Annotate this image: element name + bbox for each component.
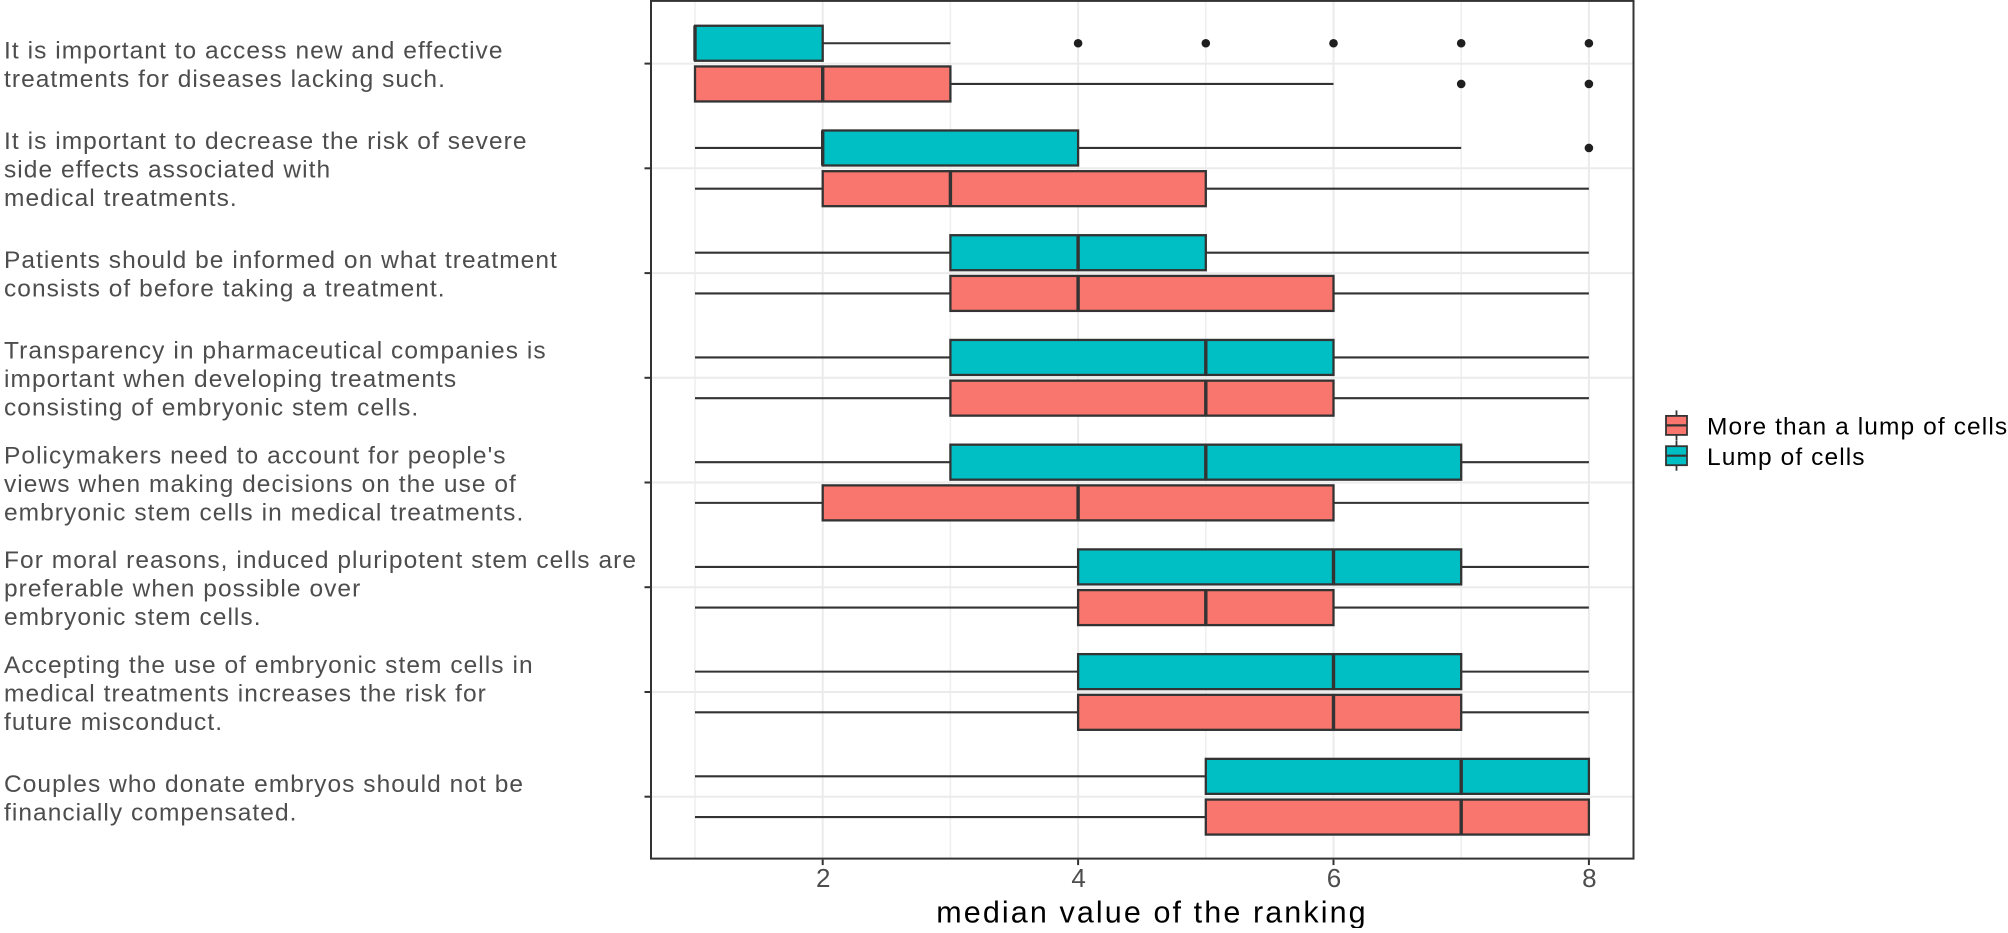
svg-text:preferable when possible over: preferable when possible over: [4, 576, 361, 603]
svg-text:embryonic stem cells.: embryonic stem cells.: [4, 604, 262, 631]
svg-text:consists of before taking a tr: consists of before taking a treatment.: [4, 276, 446, 303]
svg-text:Policymakers need to account f: Policymakers need to account for people'…: [4, 442, 507, 469]
svg-text:It is important to access new: It is important to access new and effect…: [4, 38, 504, 65]
svg-text:medical treatments.: medical treatments.: [4, 185, 238, 212]
svg-text:Patients should be informed on: Patients should be informed on what trea…: [4, 247, 558, 274]
svg-text:4: 4: [1071, 863, 1085, 893]
svg-text:Lump of cells: Lump of cells: [1707, 444, 1866, 471]
svg-text:financially compensated.: financially compensated.: [4, 799, 298, 826]
svg-text:side effects associated with: side effects associated with: [4, 157, 331, 184]
svg-text:embryonic stem cells in medica: embryonic stem cells in medical treatmen…: [4, 499, 524, 526]
svg-text:8: 8: [1582, 863, 1596, 893]
svg-text:It is important to decrease th: It is important to decrease the risk of …: [4, 128, 528, 155]
svg-text:medical treatments increases t: medical treatments increases the risk fo…: [4, 680, 487, 707]
svg-text:treatments for diseases lackin: treatments for diseases lacking such.: [4, 66, 446, 93]
svg-text:2: 2: [816, 863, 830, 893]
svg-text:More than a lump of cells: More than a lump of cells: [1707, 414, 2008, 441]
svg-text:Accepting the use of embryonic: Accepting the use of embryonic stem cell…: [4, 652, 534, 679]
svg-text:important when developing trea: important when developing treatments: [4, 366, 457, 393]
svg-text:Transparency in pharmaceutical: Transparency in pharmaceutical companies…: [4, 338, 547, 365]
svg-text:future misconduct.: future misconduct.: [4, 709, 223, 736]
svg-text:Couples who donate embryos sho: Couples who donate embryos should not be: [4, 771, 524, 798]
svg-text:For moral reasons, induced plu: For moral reasons, induced pluripotent s…: [4, 547, 637, 574]
svg-text:consisting of embryonic stem c: consisting of embryonic stem cells.: [4, 395, 419, 422]
svg-text:6: 6: [1327, 863, 1341, 893]
svg-text:median value of the ranking: median value of the ranking: [936, 895, 1367, 928]
svg-text:views when making decisions on: views when making decisions on the use o…: [4, 471, 517, 498]
